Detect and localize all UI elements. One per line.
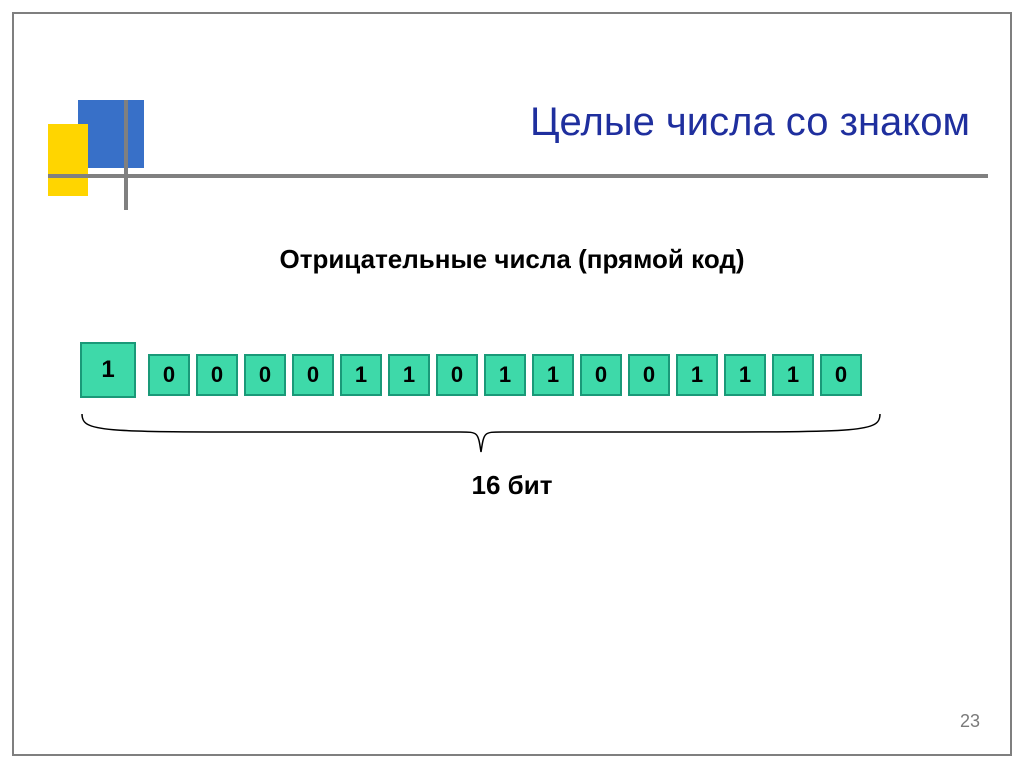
bit-cell: 0: [436, 354, 478, 396]
deco-square-yellow: [48, 124, 88, 196]
bit-cell: 1: [532, 354, 574, 396]
bit-cell: 0: [292, 354, 334, 396]
bit-cell: 0: [628, 354, 670, 396]
deco-cross-horizontal: [48, 174, 988, 178]
curly-brace-icon: [80, 412, 882, 462]
bit-cell: 1: [724, 354, 766, 396]
bit-cell: 1: [388, 354, 430, 396]
page-number: 23: [960, 711, 980, 732]
bit-cell: 0: [580, 354, 622, 396]
bit-cell: 1: [772, 354, 814, 396]
bit-cell: 0: [820, 354, 862, 396]
bits-row: 000011011001110: [148, 354, 862, 396]
bit-cell: 1: [340, 354, 382, 396]
bit-cell: 1: [676, 354, 718, 396]
deco-cross-vertical: [124, 100, 128, 210]
bit-cell: 0: [196, 354, 238, 396]
bit-cell: 0: [148, 354, 190, 396]
slide-subtitle: Отрицательные числа (прямой код): [14, 244, 1010, 275]
slide-frame: Целые числа со знаком Отрицательные числ…: [12, 12, 1012, 756]
sign-bit-cell: 1: [80, 342, 136, 398]
bit-cell: 0: [244, 354, 286, 396]
bits-count-label: 16 бит: [14, 470, 1010, 501]
slide-title: Целые числа со знаком: [374, 100, 970, 145]
bit-cell: 1: [484, 354, 526, 396]
